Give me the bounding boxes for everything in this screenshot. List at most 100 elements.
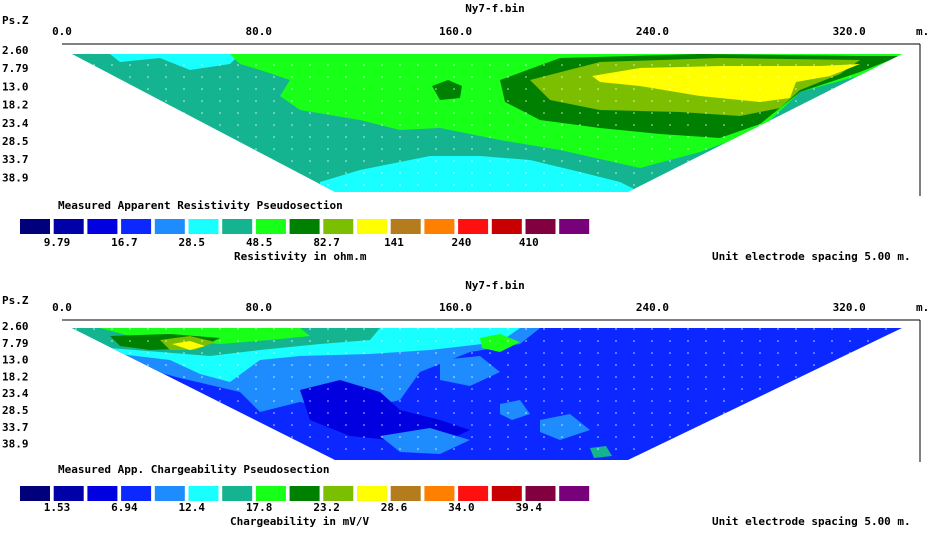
- x-tick-label: 0.0: [52, 301, 72, 314]
- legend-swatch: [188, 219, 219, 234]
- legend-value: 1.53: [44, 501, 71, 514]
- legend-swatch: [222, 486, 253, 501]
- legend-value: 6.94: [111, 501, 138, 514]
- legend-swatch: [53, 219, 84, 234]
- y-tick-label: 18.2: [2, 99, 29, 112]
- legend-swatch: [525, 219, 556, 234]
- x-tick-label: 0.0: [52, 25, 72, 38]
- legend-swatch: [154, 486, 185, 501]
- legend-swatch: [289, 486, 320, 501]
- color-legend: [20, 219, 590, 234]
- y-tick-label: 28.5: [2, 135, 29, 148]
- y-tick-label: 7.79: [2, 337, 29, 350]
- legend-value: 39.4: [516, 501, 543, 514]
- x-unit-label: m.: [916, 25, 929, 38]
- legend-swatch: [525, 486, 556, 501]
- panel-title: Ny7-f.bin: [465, 279, 525, 292]
- depth-axis-label: Ps.Z: [2, 14, 29, 27]
- legend-swatch: [491, 486, 522, 501]
- y-tick-label: 13.0: [2, 354, 29, 367]
- chargeability-panel: Ny7-f.bin Ps.Z m. 0.0 80.0 160.0 240.0 320.0…: [2, 279, 929, 528]
- y-tick-label: 23.4: [2, 117, 29, 130]
- section-label: Measured Apparent Resistivity Pseudosect…: [58, 199, 343, 212]
- x-tick-label: 240.0: [636, 301, 669, 314]
- x-tick-label: 160.0: [439, 301, 472, 314]
- legend-swatch: [424, 219, 455, 234]
- legend-swatch: [20, 219, 50, 234]
- legend-swatch: [20, 486, 50, 501]
- legend-value: 82.7: [313, 236, 340, 249]
- legend-swatch: [154, 219, 185, 234]
- legend-swatch: [559, 486, 590, 501]
- scale-label: Chargeability in mV/V: [230, 515, 369, 528]
- y-tick-label: 18.2: [2, 370, 29, 383]
- legend-swatch: [222, 219, 253, 234]
- panel-title: Ny7-f.bin: [465, 2, 525, 15]
- x-axis-ticks: 0.0 80.0 160.0 240.0 320.0: [52, 301, 866, 314]
- legend-swatch: [323, 219, 354, 234]
- legend-swatch: [255, 219, 286, 234]
- legend-value: 410: [519, 236, 539, 249]
- y-tick-label: 38.9: [2, 438, 29, 451]
- legend-value: 28.6: [381, 501, 408, 514]
- y-axis-ticks: 2.60 7.79 13.0 18.2 23.4 28.5 33.7 38.9: [2, 44, 29, 184]
- legend-value: 141: [384, 236, 404, 249]
- dot-grid-overlay: [72, 54, 902, 192]
- y-tick-label: 2.60: [2, 44, 29, 57]
- legend-value: 34.0: [448, 501, 475, 514]
- y-tick-label: 13.0: [2, 80, 29, 93]
- y-tick-label: 28.5: [2, 404, 29, 417]
- x-axis-ticks: 0.0 80.0 160.0 240.0 320.0: [52, 25, 866, 38]
- legend-swatch: [121, 219, 152, 234]
- legend-swatch: [458, 486, 489, 501]
- legend-swatch: [323, 486, 354, 501]
- legend-value: 12.4: [179, 501, 206, 514]
- legend-values: 9.79 16.7 28.5 48.5 82.7 141 240 410: [44, 236, 539, 249]
- x-tick-label: 160.0: [439, 25, 472, 38]
- legend-swatch: [357, 219, 387, 234]
- y-tick-label: 33.7: [2, 421, 29, 434]
- x-tick-label: 240.0: [636, 25, 669, 38]
- x-unit-label: m.: [916, 301, 929, 314]
- spacing-note: Unit electrode spacing 5.00 m.: [712, 250, 911, 263]
- legend-swatch: [87, 486, 118, 501]
- legend-swatch: [458, 219, 489, 234]
- y-tick-label: 2.60: [2, 320, 29, 333]
- section-label: Measured App. Chargeability Pseudosectio…: [58, 463, 330, 476]
- legend-swatch: [424, 486, 455, 501]
- legend-values: 1.53 6.94 12.4 17.8 23.2 28.6 34.0 39.4: [44, 501, 543, 514]
- x-tick-label: 320.0: [833, 25, 866, 38]
- legend-value: 48.5: [246, 236, 273, 249]
- color-legend: [20, 486, 590, 501]
- legend-value: 240: [451, 236, 471, 249]
- legend-value: 28.5: [179, 236, 206, 249]
- y-tick-label: 23.4: [2, 387, 29, 400]
- x-tick-label: 320.0: [833, 301, 866, 314]
- x-tick-label: 80.0: [246, 25, 273, 38]
- scale-label: Resistivity in ohm.m: [234, 250, 367, 263]
- legend-swatch: [87, 219, 118, 234]
- legend-swatch: [121, 486, 152, 501]
- chargeability-contour-map: [72, 328, 902, 460]
- legend-swatch: [289, 219, 320, 234]
- y-tick-label: 33.7: [2, 153, 29, 166]
- legend-value: 9.79: [44, 236, 71, 249]
- y-tick-label: 38.9: [2, 171, 29, 184]
- x-tick-label: 80.0: [246, 301, 273, 314]
- legend-value: 23.2: [313, 501, 340, 514]
- resistivity-contour-map: [72, 54, 902, 192]
- legend-swatch: [390, 219, 421, 234]
- legend-swatch: [188, 486, 219, 501]
- legend-swatch: [491, 219, 522, 234]
- legend-value: 16.7: [111, 236, 138, 249]
- legend-swatch: [53, 486, 84, 501]
- spacing-note: Unit electrode spacing 5.00 m.: [712, 515, 911, 528]
- dot-grid-overlay: [72, 328, 902, 460]
- y-tick-label: 7.79: [2, 62, 29, 75]
- legend-swatch: [390, 486, 421, 501]
- legend-value: 17.8: [246, 501, 273, 514]
- legend-swatch: [357, 486, 387, 501]
- legend-swatch: [559, 219, 590, 234]
- resistivity-panel: Ny7-f.bin Ps.Z m. 0.0 80.0 160.0 240.0 320.0…: [2, 2, 929, 263]
